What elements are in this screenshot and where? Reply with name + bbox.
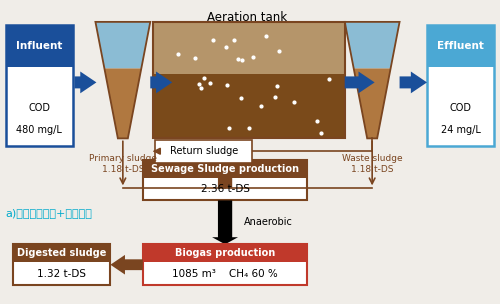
Polygon shape	[150, 71, 172, 93]
Text: Influent: Influent	[16, 41, 62, 51]
Text: Primary sludge
1.18 t-DS: Primary sludge 1.18 t-DS	[89, 154, 157, 174]
Polygon shape	[212, 153, 238, 188]
FancyBboxPatch shape	[6, 67, 73, 146]
FancyBboxPatch shape	[143, 178, 308, 200]
Polygon shape	[74, 71, 96, 93]
Text: 10,000m³: 10,000m³	[18, 80, 62, 89]
FancyBboxPatch shape	[13, 244, 110, 262]
FancyBboxPatch shape	[143, 244, 308, 262]
FancyBboxPatch shape	[6, 25, 73, 67]
Polygon shape	[354, 68, 391, 138]
Polygon shape	[104, 68, 142, 138]
Text: 1085 m³    CH₄ 60 %: 1085 m³ CH₄ 60 %	[172, 269, 278, 279]
Text: Sewage Sludge production: Sewage Sludge production	[151, 164, 299, 174]
FancyBboxPatch shape	[427, 25, 494, 67]
Text: 480 mg/L: 480 mg/L	[16, 125, 62, 135]
FancyBboxPatch shape	[156, 140, 252, 163]
Text: 1.32 t-DS: 1.32 t-DS	[38, 269, 86, 279]
FancyBboxPatch shape	[153, 74, 344, 138]
FancyBboxPatch shape	[143, 160, 308, 178]
Text: Anaerobic: Anaerobic	[244, 217, 293, 227]
Text: a)传统活性污泥+厉氧消化: a)传统活性污泥+厉氧消化	[6, 208, 92, 218]
FancyBboxPatch shape	[13, 262, 110, 285]
Polygon shape	[212, 200, 238, 244]
Polygon shape	[110, 255, 143, 275]
FancyBboxPatch shape	[153, 22, 344, 74]
Text: Effluent: Effluent	[437, 41, 484, 51]
Polygon shape	[400, 71, 427, 93]
Text: Return sludge: Return sludge	[170, 146, 238, 156]
Polygon shape	[344, 71, 374, 93]
FancyBboxPatch shape	[427, 67, 494, 146]
Polygon shape	[96, 22, 150, 68]
Text: COD: COD	[28, 103, 50, 113]
Text: 24 mg/L: 24 mg/L	[440, 125, 480, 135]
Text: COD: COD	[450, 103, 471, 113]
Text: 2.36 t-DS: 2.36 t-DS	[200, 184, 250, 194]
Polygon shape	[344, 22, 400, 68]
FancyBboxPatch shape	[143, 262, 308, 285]
Text: Aeration tank: Aeration tank	[208, 11, 288, 24]
Text: Digested sludge: Digested sludge	[17, 248, 106, 258]
Text: 10,000m³: 10,000m³	[438, 80, 482, 89]
Text: Waste sludge
1.18 t-DS: Waste sludge 1.18 t-DS	[342, 154, 402, 174]
Text: Biogas production: Biogas production	[175, 248, 275, 258]
